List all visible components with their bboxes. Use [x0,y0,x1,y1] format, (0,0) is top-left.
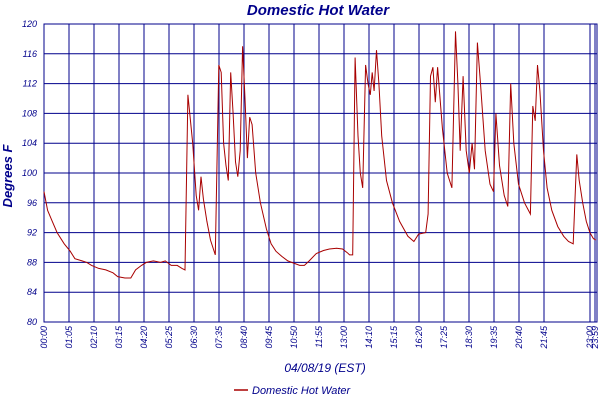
x-axis-label: 04/08/19 (EST) [284,361,365,375]
series-line-domestic-hot-water [43,31,597,279]
y-tick-label: 100 [22,168,37,178]
x-tick-label: 09:45 [264,325,274,349]
grid [43,23,598,323]
y-tick-label: 108 [22,108,37,118]
x-tick-label: 05:25 [164,325,174,349]
x-tick-label: 08:40 [239,326,249,349]
x-tick-label: 02:10 [89,326,99,349]
x-tick-label: 23:00 [585,326,595,350]
y-tick-label: 104 [22,138,37,148]
x-tick-label: 10:50 [289,326,299,349]
x-axis-ticks: 00:00 01:05 02:10 03:15 04:20 05:25 06:30 07:35… [39,325,600,350]
y-tick-label: 88 [27,257,37,267]
legend-label: Domestic Hot Water [252,385,352,397]
x-tick-label: 16:20 [414,326,424,349]
x-tick-label: 13:00 [339,326,349,349]
y-axis-ticks: 80 84 88 92 96 100 104 108 112 116 120 [22,19,37,327]
y-tick-label: 96 [27,198,37,208]
x-tick-label: 06:30 [189,326,199,349]
chart-title: Domestic Hot Water [247,2,390,19]
x-tick-label: 20:40 [514,326,524,350]
y-tick-label: 120 [22,19,37,29]
x-tick-label: 23:59 [590,326,600,350]
y-tick-label: 80 [27,317,37,327]
x-tick-label: 00:00 [39,326,49,349]
x-tick-label: 11:55 [314,325,324,348]
series-group [43,31,597,279]
x-tick-label: 01:05 [64,325,74,349]
x-tick-label: 03:15 [114,325,124,349]
y-axis-label: Degrees F [0,144,15,208]
x-tick-label: 04:20 [139,326,149,349]
y-tick-label: 92 [27,228,37,238]
x-tick-label: 19:35 [489,325,499,349]
x-tick-label: 21:45 [539,325,549,350]
x-tick-label: 15:15 [389,325,399,349]
x-tick-label: 14:10 [364,326,374,349]
x-tick-label: 07:35 [214,325,224,349]
y-tick-label: 116 [23,49,37,59]
y-tick-label: 84 [27,287,37,297]
y-tick-label: 112 [23,79,37,89]
x-tick-label: 18:30 [464,326,474,349]
x-tick-label: 17:25 [439,325,449,349]
